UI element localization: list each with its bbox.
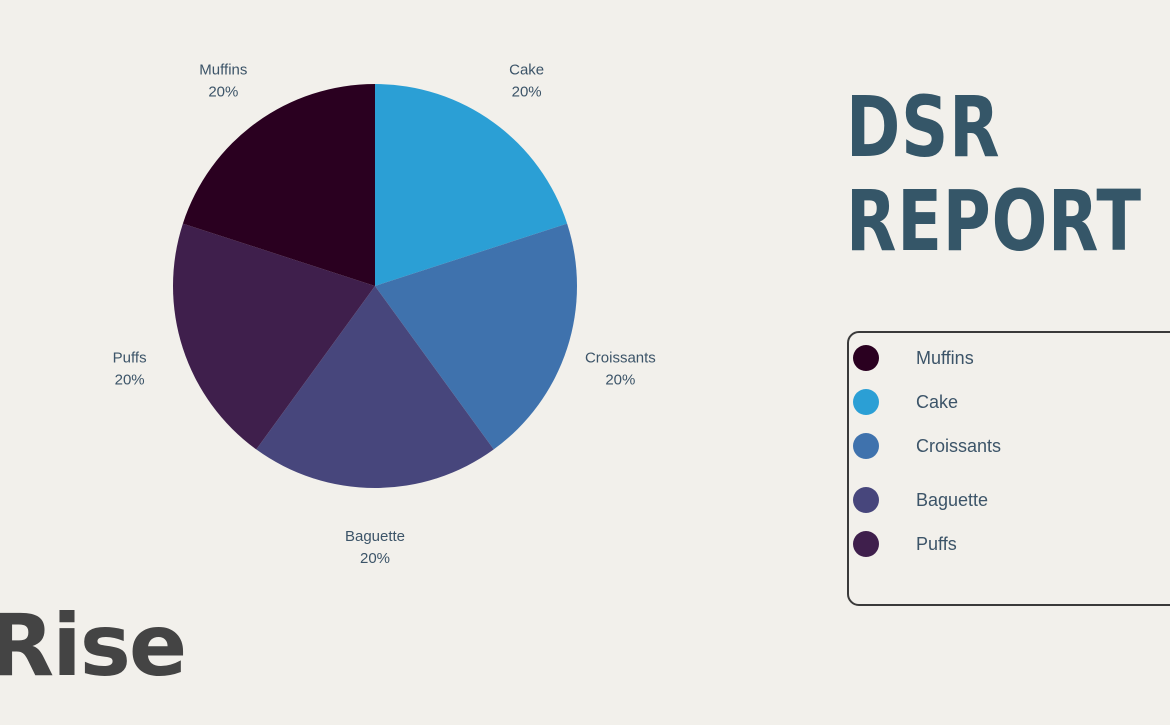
legend-swatch-cake xyxy=(853,389,879,415)
report-title-line-1: DSR xyxy=(846,78,1001,176)
legend-item-baguette: Baguette xyxy=(853,486,988,514)
pie-label-cake: Cake 20% xyxy=(509,61,544,100)
pie-slice-cake xyxy=(375,84,568,286)
brand-logo-text: Rise xyxy=(0,596,187,696)
pie-labels: Cake 20%Croissants 20%Baguette 20%Puffs 20%M… xyxy=(113,61,656,567)
pie-chart: Cake 20%Croissants 20%Baguette 20%Puffs 20%M… xyxy=(113,61,656,567)
legend-item-croissants: Croissants xyxy=(853,432,1001,460)
pie-label-croissants: Croissants 20% xyxy=(585,350,656,389)
pie-label-name-croissants: Croissants xyxy=(585,350,656,367)
legend-swatch-baguette xyxy=(853,487,879,513)
pie-label-name-puffs: Puffs xyxy=(113,350,147,367)
report-title-line-2: REPORT xyxy=(846,172,1142,270)
pie-label-value-muffins: 20% xyxy=(208,83,238,100)
pie-label-value-puffs: 20% xyxy=(115,372,145,389)
pie-label-name-baguette: Baguette xyxy=(345,528,405,545)
legend-swatch-croissants xyxy=(853,433,879,459)
legend-swatch-muffins xyxy=(853,345,879,371)
pie-slice-puffs xyxy=(173,223,375,450)
pie-label-muffins: Muffins 20% xyxy=(199,61,247,100)
pie-label-name-cake: Cake xyxy=(509,61,544,78)
legend-swatch-puffs xyxy=(853,531,879,557)
pie-label-value-croissants: 20% xyxy=(605,372,635,389)
legend-label-muffins: Muffins xyxy=(916,347,974,368)
legend-label-baguette: Baguette xyxy=(916,489,989,510)
legend-label-cake: Cake xyxy=(916,391,959,412)
legend-item-cake: Cake xyxy=(853,388,958,416)
report-title: DSR REPORT xyxy=(846,80,1142,268)
pie-slice-croissants xyxy=(375,223,577,450)
legend-item-muffins: Muffins xyxy=(853,344,974,372)
pie-label-value-cake: 20% xyxy=(512,83,542,100)
legend-item-puffs: Puffs xyxy=(853,530,957,558)
pie-slices xyxy=(173,84,577,488)
legend-label-croissants: Croissants xyxy=(916,435,1002,456)
pie-label-value-baguette: 20% xyxy=(360,550,390,567)
pie-label-puffs: Puffs 20% xyxy=(113,350,147,389)
pie-label-name-muffins: Muffins xyxy=(199,61,247,78)
pie-slice-muffins xyxy=(182,84,375,286)
pie-label-baguette: Baguette 20% xyxy=(345,528,405,567)
chart-legend: Muffins Cake Croissants Baguette Puffs xyxy=(847,331,1170,606)
legend-label-puffs: Puffs xyxy=(916,533,957,554)
pie-slice-baguette xyxy=(256,286,494,488)
